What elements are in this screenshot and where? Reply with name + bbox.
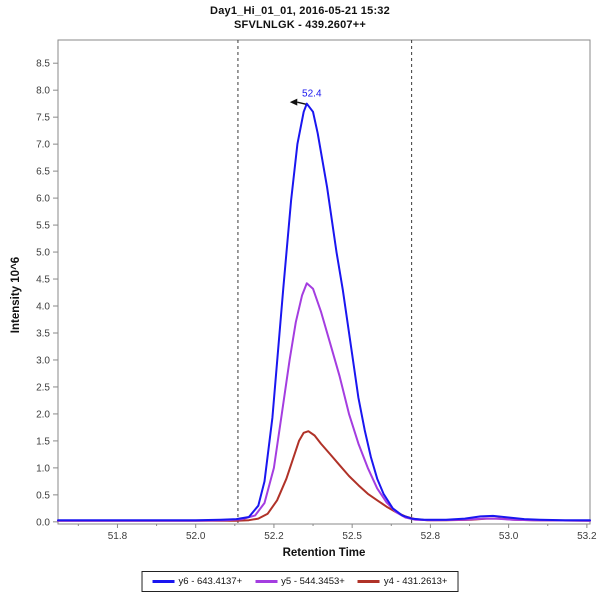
chart-subtitle: SFVLNLGK - 439.2607++: [234, 19, 366, 31]
legend-line-swatch-y6: [152, 580, 175, 583]
legend-label-y4: y4 - 431.2613+: [383, 576, 448, 587]
y-tick-label: 4.5: [36, 275, 50, 286]
legend-item-y5: y5 - 544.3453+: [255, 576, 345, 587]
y-tick-label: 5.0: [36, 248, 50, 259]
legend-label-y6: y6 - 643.4137+: [178, 576, 243, 587]
y-tick-label: 2.5: [36, 382, 50, 393]
y-tick-label: 1.0: [36, 463, 50, 474]
peak-annotation-arrow-tail: [297, 101, 306, 105]
x-tick-label: 52.0: [186, 531, 206, 542]
y-tick-label: 6.5: [36, 167, 50, 178]
x-tick-label: 53.0: [499, 531, 519, 542]
x-tick-label: 52.2: [264, 531, 284, 542]
y-tick-label: 1.5: [36, 436, 50, 447]
y-tick-label: 0.0: [36, 517, 50, 528]
y-tick-label: 0.5: [36, 490, 50, 501]
legend: y6 - 643.4137+ y5 - 544.3453+ y4 - 431.2…: [141, 571, 459, 592]
legend-line-swatch-y5: [255, 580, 278, 583]
peak-rt-annotation: 52.4: [302, 89, 322, 100]
y-tick-label: 3.0: [36, 355, 50, 366]
legend-line-swatch-y4: [357, 580, 380, 583]
y-tick-label: 8.5: [36, 59, 50, 70]
legend-label-y5: y5 - 544.3453+: [281, 576, 345, 587]
chart-title: Day1_Hi_01_01, 2016-05-21 15:32: [210, 5, 390, 17]
legend-item-y4: y4 - 431.2613+: [357, 576, 448, 587]
plot-border: [57, 39, 591, 525]
y-tick-label: 7.5: [36, 113, 50, 124]
y-tick-label: 6.0: [36, 194, 50, 205]
x-tick-label: 52.5: [342, 531, 362, 542]
y-tick-label: 4.0: [36, 302, 50, 313]
y-tick-label: 2.0: [36, 409, 50, 420]
y-tick-label: 3.5: [36, 328, 50, 339]
y-axis-title: Intensity 10^6: [10, 256, 22, 334]
legend-item-y6: y6 - 643.4137+: [152, 576, 243, 587]
x-axis-title: Retention Time: [282, 547, 366, 559]
y-tick-label: 5.5: [36, 221, 50, 232]
y-tick-label: 8.0: [36, 86, 50, 97]
y-tick-label: 7.0: [36, 140, 50, 151]
chromatogram-trace: [57, 102, 591, 522]
x-tick-label: 53.2: [577, 531, 597, 542]
x-tick-label: 52.8: [421, 531, 441, 542]
peak-annotation-arrow-icon: [289, 98, 298, 106]
chromatogram-trace: [57, 282, 591, 522]
chromatogram-trace: [57, 430, 591, 522]
x-tick-label: 51.8: [108, 531, 128, 542]
